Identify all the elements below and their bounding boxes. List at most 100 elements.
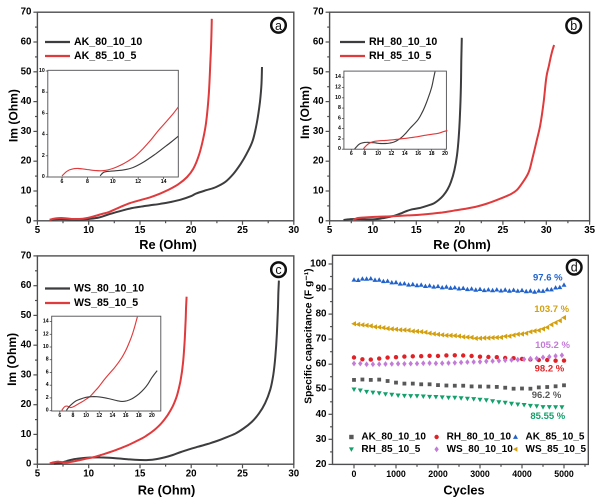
svg-text:14: 14 bbox=[43, 319, 49, 325]
svg-text:50: 50 bbox=[21, 310, 32, 321]
svg-text:Specific capacitance (F g⁻¹): Specific capacitance (F g⁻¹) bbox=[303, 268, 315, 403]
svg-text:d: d bbox=[571, 261, 578, 275]
svg-text:10: 10 bbox=[335, 95, 341, 101]
svg-text:10: 10 bbox=[83, 469, 94, 480]
svg-text:4: 4 bbox=[42, 132, 45, 138]
svg-text:20: 20 bbox=[454, 225, 465, 236]
svg-text:40: 40 bbox=[21, 96, 32, 107]
svg-text:80: 80 bbox=[316, 309, 327, 320]
svg-text:1000: 1000 bbox=[386, 469, 406, 479]
svg-text:20: 20 bbox=[186, 225, 197, 236]
svg-text:25: 25 bbox=[498, 225, 509, 236]
svg-text:20: 20 bbox=[149, 413, 155, 419]
svg-text:8: 8 bbox=[86, 179, 89, 185]
svg-text:20: 20 bbox=[316, 459, 327, 470]
svg-text:98.2 %: 98.2 % bbox=[535, 364, 565, 375]
svg-text:3000: 3000 bbox=[470, 469, 490, 479]
svg-text:2: 2 bbox=[338, 136, 341, 142]
svg-text:Re (Ohm): Re (Ohm) bbox=[139, 237, 197, 252]
svg-text:30: 30 bbox=[288, 225, 299, 236]
svg-text:60: 60 bbox=[313, 37, 324, 48]
svg-text:70: 70 bbox=[21, 7, 32, 18]
svg-text:105.2 %: 105.2 % bbox=[535, 340, 570, 351]
svg-text:14: 14 bbox=[335, 74, 341, 80]
svg-text:10: 10 bbox=[110, 179, 116, 185]
svg-text:AK_80_10_10: AK_80_10_10 bbox=[74, 36, 142, 48]
svg-text:Cycles: Cycles bbox=[443, 482, 484, 497]
svg-text:12: 12 bbox=[135, 179, 141, 185]
svg-text:RH_85_10_5: RH_85_10_5 bbox=[361, 444, 420, 455]
svg-text:15: 15 bbox=[135, 469, 146, 480]
svg-text:14: 14 bbox=[402, 151, 408, 157]
svg-text:2000: 2000 bbox=[428, 469, 448, 479]
svg-text:Im (Ohm): Im (Ohm) bbox=[7, 89, 21, 142]
svg-text:14: 14 bbox=[161, 179, 167, 185]
svg-text:50: 50 bbox=[21, 66, 32, 77]
svg-text:30: 30 bbox=[288, 469, 299, 480]
svg-text:0: 0 bbox=[352, 469, 357, 479]
svg-text:10: 10 bbox=[375, 151, 381, 157]
svg-text:25: 25 bbox=[237, 225, 248, 236]
svg-text:AK_85_10_5: AK_85_10_5 bbox=[74, 50, 137, 62]
svg-text:12: 12 bbox=[389, 151, 395, 157]
svg-text:6: 6 bbox=[46, 370, 49, 376]
svg-text:30: 30 bbox=[21, 369, 32, 380]
svg-text:15: 15 bbox=[135, 225, 146, 236]
svg-text:25: 25 bbox=[237, 469, 248, 480]
svg-text:0: 0 bbox=[26, 215, 31, 226]
svg-text:2: 2 bbox=[42, 153, 45, 159]
svg-text:20: 20 bbox=[442, 151, 448, 157]
svg-text:70: 70 bbox=[313, 7, 324, 18]
svg-text:85.55 %: 85.55 % bbox=[530, 411, 565, 422]
svg-text:16: 16 bbox=[415, 151, 421, 157]
svg-text:30: 30 bbox=[541, 225, 552, 236]
svg-text:4: 4 bbox=[338, 126, 341, 132]
svg-text:50: 50 bbox=[313, 66, 324, 77]
svg-text:8: 8 bbox=[46, 357, 49, 363]
svg-text:5000: 5000 bbox=[554, 469, 574, 479]
svg-text:40: 40 bbox=[313, 96, 324, 107]
svg-text:10: 10 bbox=[43, 344, 49, 350]
svg-text:40: 40 bbox=[316, 409, 327, 420]
svg-text:10: 10 bbox=[368, 225, 379, 236]
svg-text:97.6 %: 97.6 % bbox=[533, 273, 563, 284]
svg-text:a: a bbox=[275, 19, 282, 33]
svg-text:0: 0 bbox=[26, 459, 31, 470]
svg-text:60: 60 bbox=[21, 280, 32, 291]
svg-text:WS_80_10_10: WS_80_10_10 bbox=[447, 444, 514, 455]
svg-text:16: 16 bbox=[123, 413, 129, 419]
svg-text:WS_85_10_5: WS_85_10_5 bbox=[74, 297, 138, 309]
svg-text:12: 12 bbox=[96, 413, 102, 419]
svg-text:20: 20 bbox=[21, 399, 32, 410]
svg-text:18: 18 bbox=[429, 151, 435, 157]
svg-text:96.2 %: 96.2 % bbox=[532, 390, 562, 401]
svg-text:15: 15 bbox=[411, 225, 422, 236]
svg-text:8: 8 bbox=[363, 151, 366, 157]
svg-text:10: 10 bbox=[83, 413, 89, 419]
svg-text:10: 10 bbox=[313, 186, 324, 197]
svg-text:6: 6 bbox=[42, 110, 45, 116]
svg-text:RH_80_10_10: RH_80_10_10 bbox=[447, 432, 512, 443]
svg-text:0: 0 bbox=[42, 174, 45, 180]
svg-text:AK_80_10_10: AK_80_10_10 bbox=[361, 432, 426, 443]
svg-text:103.7 %: 103.7 % bbox=[534, 304, 569, 315]
svg-text:12: 12 bbox=[335, 85, 341, 91]
svg-text:AK_85_10_5: AK_85_10_5 bbox=[526, 432, 585, 443]
svg-text:20: 20 bbox=[313, 156, 324, 167]
svg-text:RH_80_10_10: RH_80_10_10 bbox=[369, 36, 437, 48]
svg-text:5: 5 bbox=[35, 469, 41, 480]
svg-text:0: 0 bbox=[338, 146, 341, 152]
svg-text:40: 40 bbox=[21, 340, 32, 351]
svg-text:20: 20 bbox=[186, 469, 197, 480]
svg-text:90: 90 bbox=[316, 284, 327, 295]
svg-text:Im (Ohm): Im (Ohm) bbox=[5, 333, 19, 386]
svg-text:Re (Ohm): Re (Ohm) bbox=[433, 237, 491, 252]
svg-text:0: 0 bbox=[318, 215, 323, 226]
svg-text:6: 6 bbox=[61, 179, 64, 185]
svg-text:10: 10 bbox=[21, 186, 32, 197]
svg-text:10: 10 bbox=[21, 429, 32, 440]
svg-text:8: 8 bbox=[72, 413, 75, 419]
svg-text:RH_85_10_5: RH_85_10_5 bbox=[369, 50, 432, 62]
svg-text:70: 70 bbox=[316, 334, 327, 345]
svg-text:2: 2 bbox=[46, 395, 49, 401]
